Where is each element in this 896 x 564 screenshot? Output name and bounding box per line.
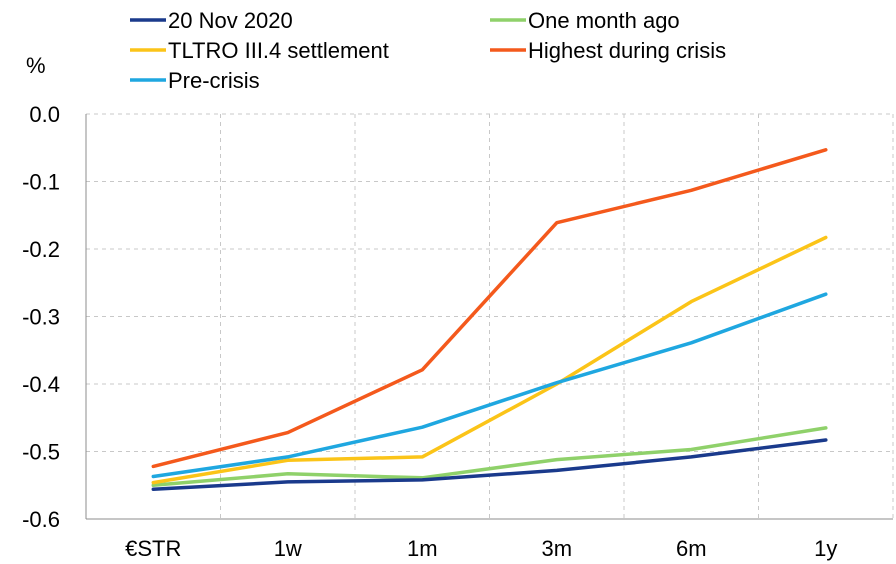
x-tick-label: 6m (676, 536, 707, 561)
legend-label: One month ago (528, 8, 680, 33)
legend-label: TLTRO III.4 settlement (168, 38, 389, 63)
x-tick-label: 1m (407, 536, 438, 561)
series-line-2 (151, 235, 828, 485)
y-tick-label: -0.5 (22, 440, 60, 465)
legend: 20 Nov 2020 One month ago TLTRO III.4 sett… (130, 8, 726, 93)
y-axis-unit-label: % (26, 53, 46, 78)
legend-label: Pre-crisis (168, 68, 260, 93)
x-tick-label: €STR (125, 536, 181, 561)
legend-label: 20 Nov 2020 (168, 8, 293, 33)
series-lines (151, 148, 828, 492)
series-line-1 (151, 426, 828, 488)
x-tick-label: 1y (814, 536, 837, 561)
y-tick-label: -0.1 (22, 170, 60, 195)
series-line-4 (151, 292, 828, 479)
x-tick-label: 3m (541, 536, 572, 561)
y-tick-label: 0.0 (29, 102, 60, 127)
gridlines (86, 113, 894, 519)
x-tick-labels: €STR 1w 1m 3m 6m 1y (125, 536, 837, 561)
series-line-3 (151, 148, 828, 469)
series-line-0 (151, 438, 828, 492)
x-tick-label: 1w (274, 536, 302, 561)
y-tick-label: -0.4 (22, 372, 60, 397)
y-tick-labels: 0.0 -0.1 -0.2 -0.3 -0.4 -0.5 -0.6 (22, 102, 60, 532)
legend-label: Highest during crisis (528, 38, 726, 63)
y-tick-label: -0.3 (22, 305, 60, 330)
y-tick-label: -0.2 (22, 237, 60, 262)
axes (85, 114, 893, 520)
y-tick-label: -0.6 (22, 507, 60, 532)
